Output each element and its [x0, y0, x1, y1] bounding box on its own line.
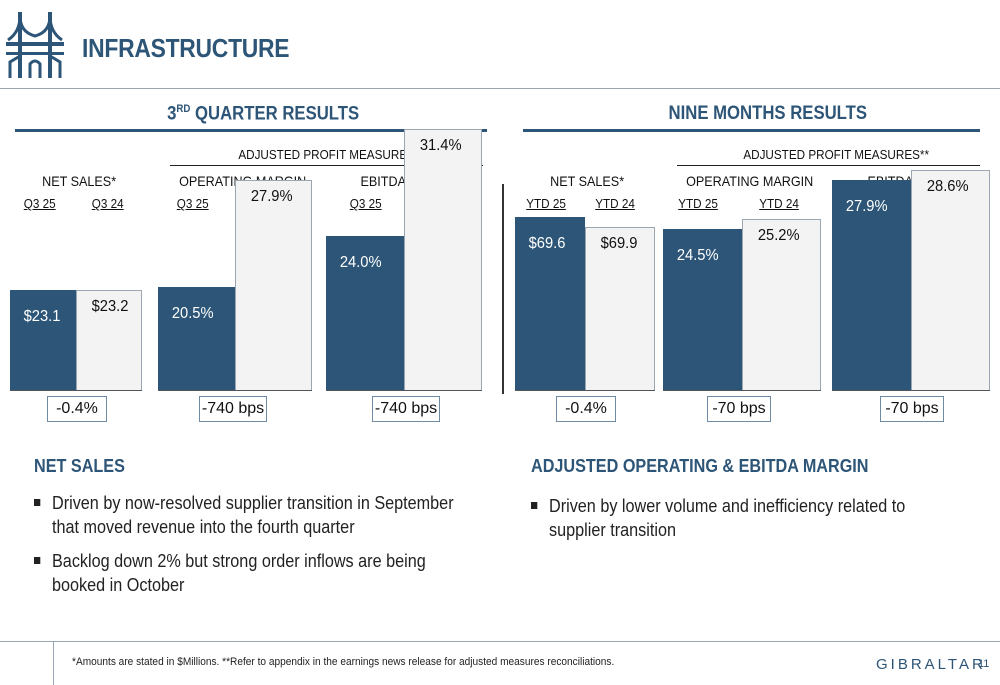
chart-baseline [832, 390, 990, 391]
period-label: Q3 24 [91, 196, 124, 211]
data-label: 31.4% [419, 136, 462, 154]
change-badge: -0.4% [47, 396, 107, 422]
quarter-apm-rule [170, 165, 483, 166]
section-divider [502, 184, 504, 394]
margin-bullets: Driven by lower volume and inefficiency … [531, 494, 927, 552]
bullet-item: Driven by lower volume and inefficiency … [531, 494, 927, 542]
data-label: $69.9 [600, 235, 638, 252]
page-number: 11 [978, 658, 990, 670]
brand-wordmark: GIBRALTAR [876, 656, 986, 673]
change-badge: -0.4% [556, 396, 616, 422]
quarter-results-heading: 3RD QUARTER RESULTS [167, 103, 360, 125]
bullet-item: Backlog down 2% but strong order inflows… [34, 549, 475, 597]
footer-divider [0, 641, 1000, 642]
bar-prior [742, 218, 821, 390]
net-sales-bullets: Driven by now-resolved supplier transiti… [34, 491, 475, 607]
data-label: $69.6 [528, 235, 566, 252]
period-label: Q3 25 [176, 196, 209, 211]
margin-heading: ADJUSTED OPERATING & EBITDA MARGIN [531, 456, 869, 476]
data-label: 24.5% [676, 247, 719, 264]
bar-current [515, 217, 585, 390]
bar-prior [404, 128, 482, 390]
data-label: 20.5% [171, 305, 214, 322]
nine-apm-label: ADJUSTED PROFIT MEASURES** [743, 147, 930, 162]
bar-prior [585, 227, 655, 390]
bar-current [326, 236, 404, 390]
nine-apm-rule [677, 165, 980, 166]
bar-current [10, 290, 76, 390]
bar-current [158, 287, 235, 390]
chart-baseline [158, 390, 312, 391]
chart-title: NET SALES* [550, 173, 625, 189]
data-label: 28.6% [926, 177, 969, 195]
bridge-logo-icon [6, 12, 64, 78]
period-label: YTD 24 [759, 196, 799, 211]
data-label: 24.0% [339, 254, 382, 272]
chart-baseline [326, 390, 482, 391]
net-sales-heading: NET SALES [34, 456, 125, 476]
data-label: 27.9% [250, 187, 293, 205]
bar-current [663, 229, 742, 390]
quarter-heading-rule [15, 129, 487, 132]
data-label: 27.9% [845, 197, 888, 215]
bar-current [832, 179, 911, 390]
page-title: INFRASTRUCTURE [82, 33, 290, 63]
data-label: 25.2% [757, 226, 800, 244]
chart-baseline [663, 390, 821, 391]
period-label: YTD 24 [595, 196, 635, 211]
nine-months-heading: NINE MONTHS RESULTS [668, 103, 868, 124]
chart-baseline [515, 390, 655, 391]
footnote: *Amounts are stated in $Millions. **Refe… [72, 656, 615, 668]
change-badge: -70 bps [880, 396, 944, 422]
period-label: Q3 25 [23, 196, 56, 211]
bar-prior [911, 169, 990, 390]
footer-vertical-rule [53, 642, 54, 685]
data-label: $23.2 [91, 297, 129, 315]
period-label: YTD 25 [678, 196, 718, 211]
bar-prior [235, 179, 312, 390]
change-badge: -740 bps [199, 396, 267, 422]
period-label: YTD 25 [526, 196, 566, 211]
bar-prior [76, 289, 142, 390]
bullet-item: Driven by now-resolved supplier transiti… [34, 491, 475, 539]
chart-title: NET SALES* [42, 173, 117, 189]
period-label: Q3 25 [349, 196, 382, 211]
data-label: $23.1 [23, 308, 61, 326]
header-divider [0, 88, 1000, 89]
change-badge: -740 bps [372, 396, 440, 422]
chart-title: OPERATING MARGIN [686, 173, 814, 189]
chart-baseline [10, 390, 142, 391]
nine-heading-rule [523, 129, 980, 132]
change-badge: -70 bps [707, 396, 771, 422]
quarter-apm-label: ADJUSTED PROFIT MEASURES** [238, 147, 425, 162]
